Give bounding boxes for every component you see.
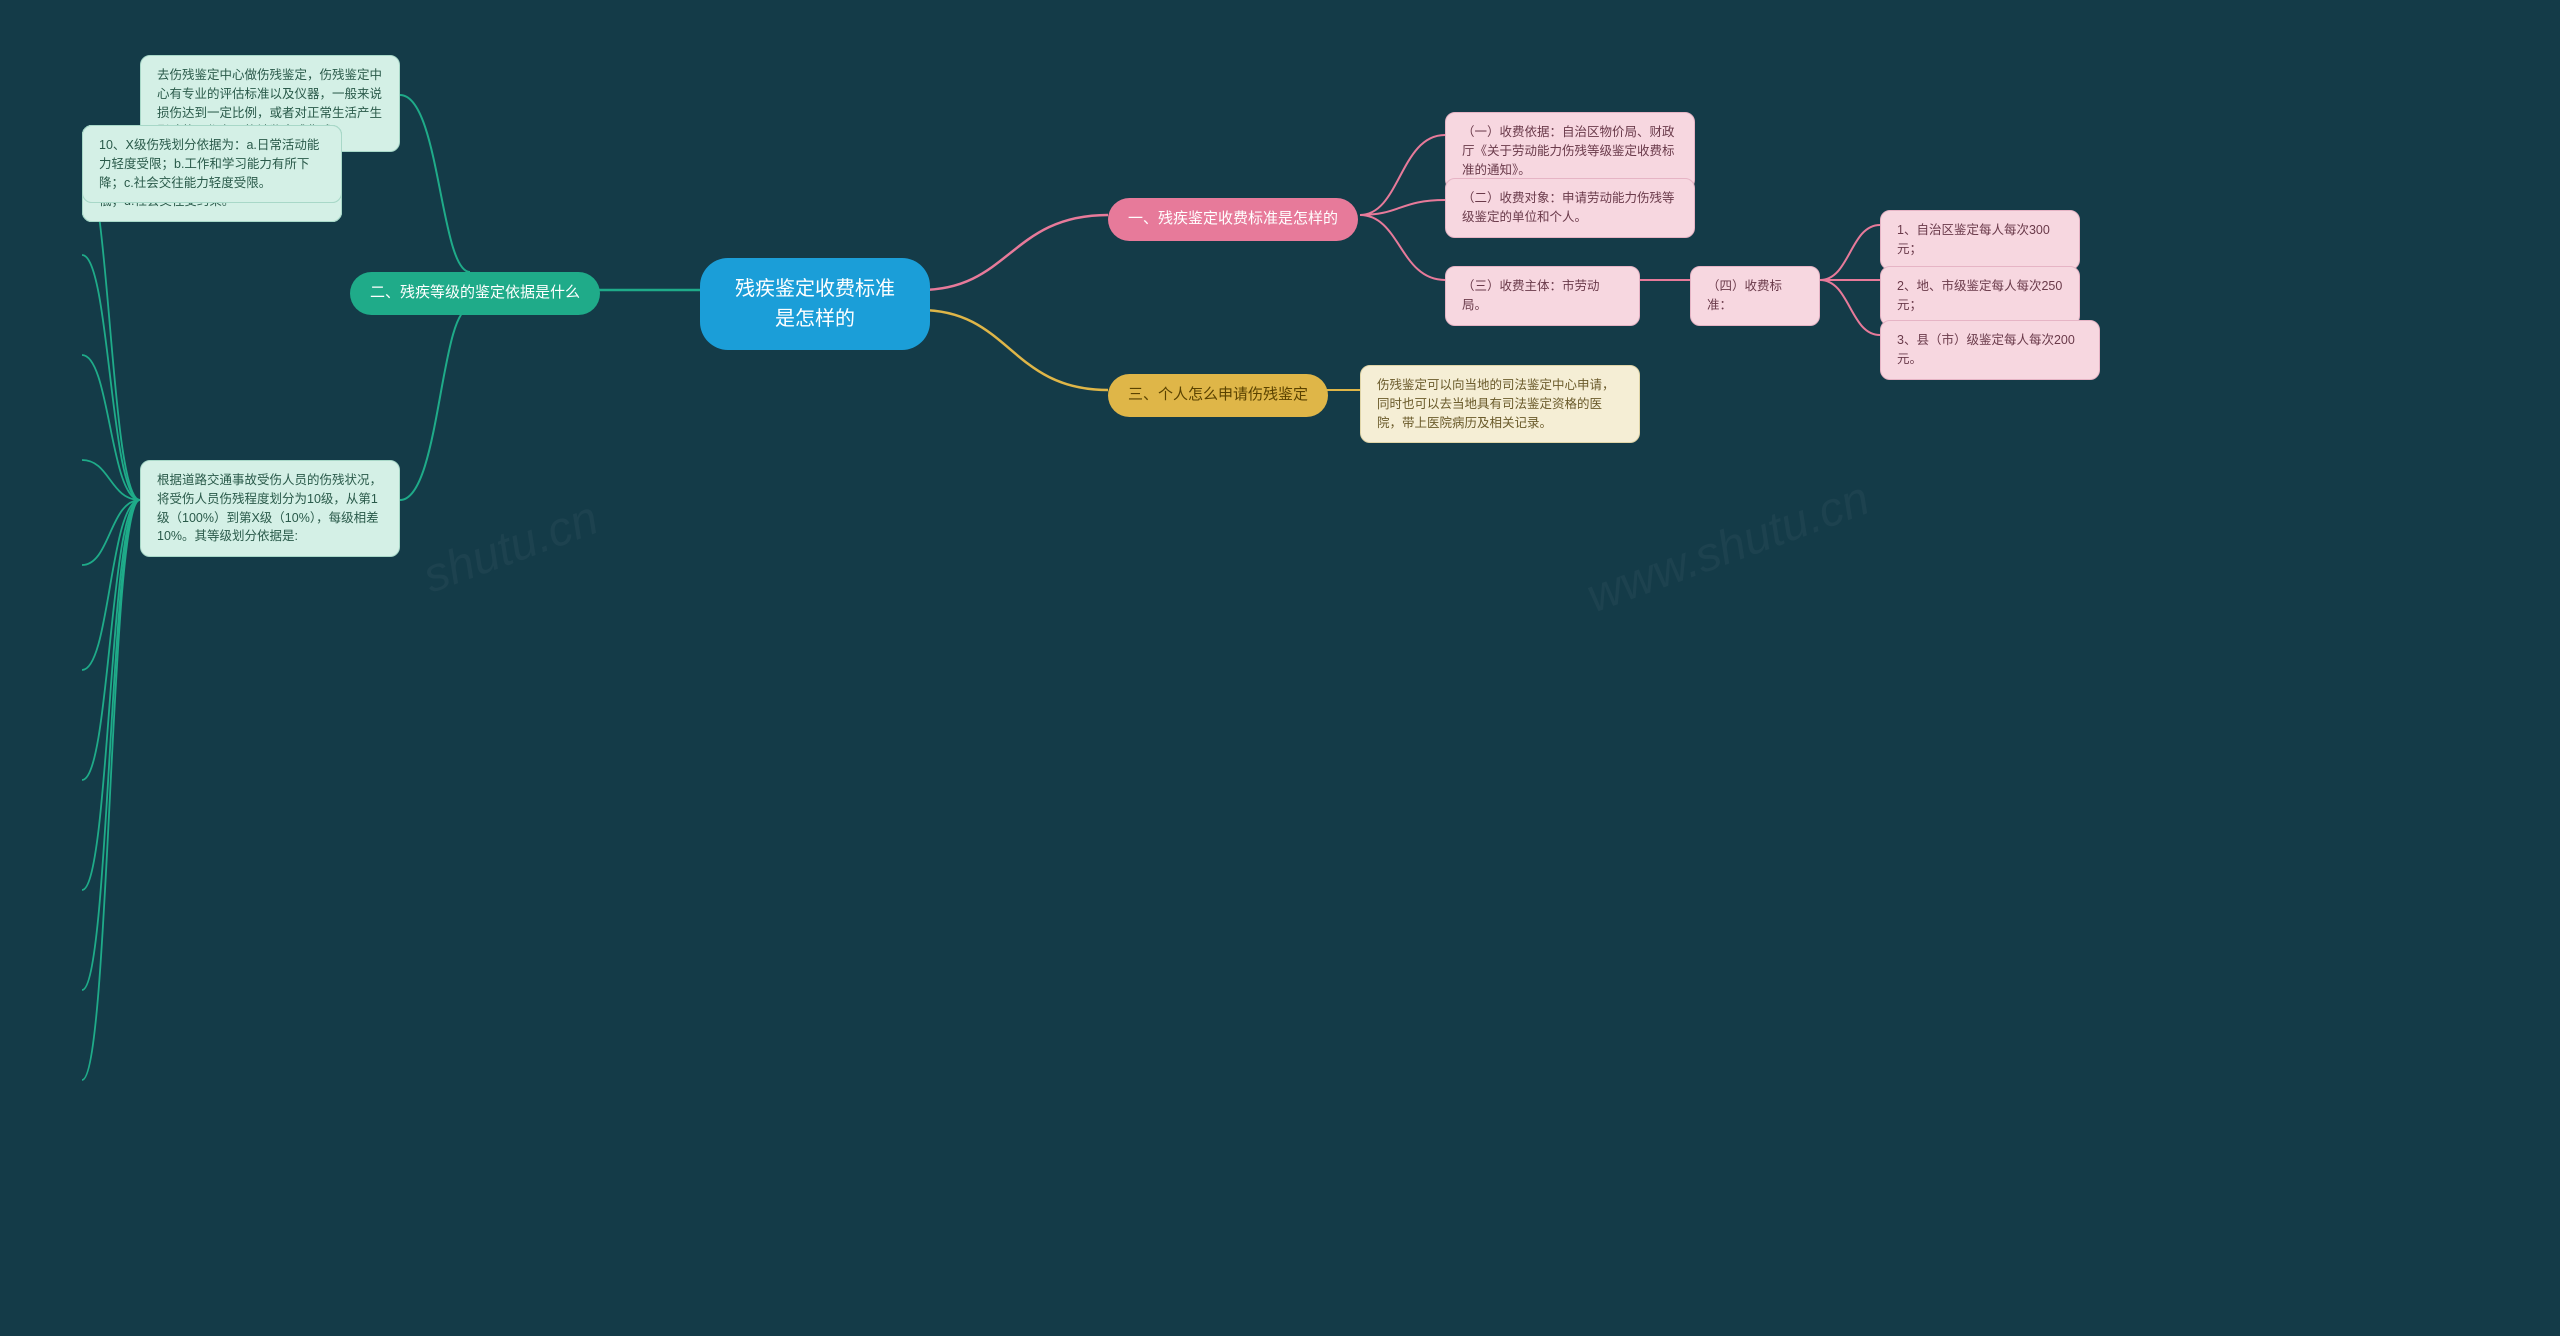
leaf-two-intro2: 根据道路交通事故受伤人员的伤残状况，将受伤人员伤残程度划分为10级，从第1级（1… bbox=[140, 460, 400, 557]
leaf-one-d2: 2、地、市级鉴定每人每次250元； bbox=[1880, 266, 2080, 326]
branch-three[interactable]: 三、个人怎么申请伤残鉴定 bbox=[1108, 374, 1328, 417]
leaf-one-b: （二）收费对象：申请劳动能力伤残等级鉴定的单位和个人。 bbox=[1445, 178, 1695, 238]
leaf-one-d1: 1、自治区鉴定每人每次300元； bbox=[1880, 210, 2080, 270]
center-node[interactable]: 残疾鉴定收费标准是怎样的 bbox=[700, 258, 930, 350]
branch-one[interactable]: 一、残疾鉴定收费标准是怎样的 bbox=[1108, 198, 1358, 241]
watermark: shutu.cn bbox=[416, 491, 605, 605]
leaf-one-d3: 3、县（市）级鉴定每人每次200元。 bbox=[1880, 320, 2100, 380]
leaf-one-d: （四）收费标准： bbox=[1690, 266, 1820, 326]
level-10: 10、Ⅹ级伤残划分依据为：a.日常活动能力轻度受限；b.工作和学习能力有所下降；… bbox=[82, 125, 342, 203]
leaf-three-text: 伤残鉴定可以向当地的司法鉴定中心申请，同时也可以去当地具有司法鉴定资格的医院，带… bbox=[1360, 365, 1640, 443]
watermark: www.shutu.cn bbox=[1580, 471, 1877, 624]
branch-two[interactable]: 二、残疾等级的鉴定依据是什么 bbox=[350, 272, 600, 315]
leaf-one-c: （三）收费主体：市劳动局。 bbox=[1445, 266, 1640, 326]
